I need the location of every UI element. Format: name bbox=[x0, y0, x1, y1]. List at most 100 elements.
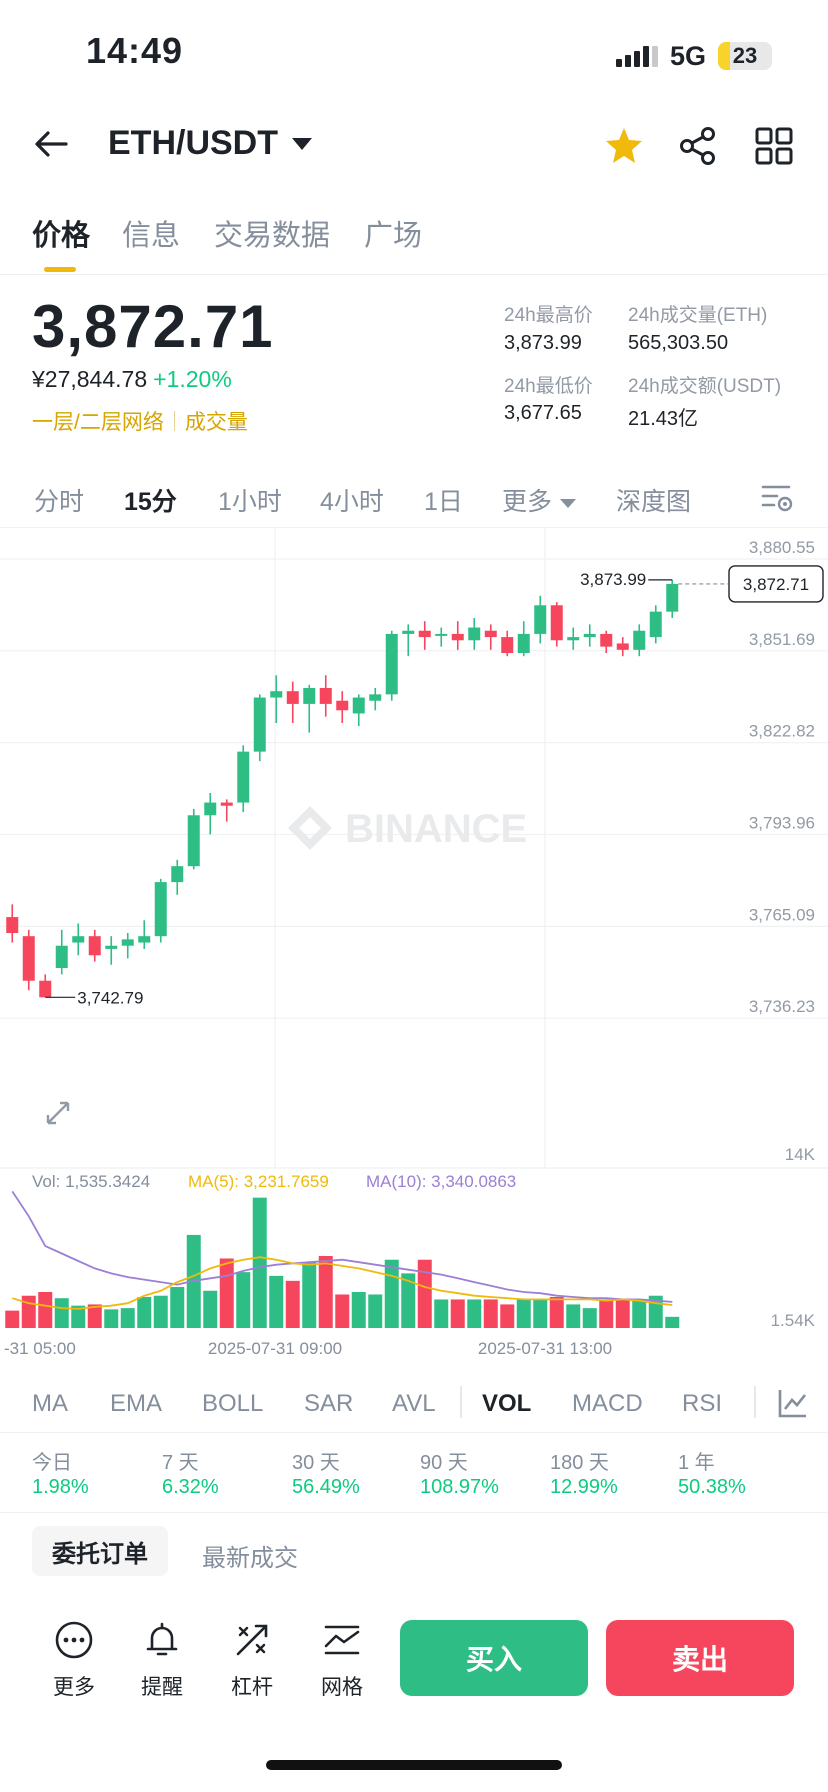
volume-bar bbox=[582, 1308, 597, 1328]
expand-icon[interactable] bbox=[34, 1089, 82, 1137]
volume-axis: 14K 1.54K bbox=[771, 1145, 816, 1330]
indicator-avl[interactable]: AVL bbox=[392, 1390, 436, 1417]
candle-body bbox=[583, 633, 596, 638]
volume-bar bbox=[434, 1299, 449, 1328]
tab-trading-data[interactable]: 交易数据 bbox=[214, 220, 331, 252]
pair-selector[interactable]: ETH/USDT bbox=[108, 124, 312, 163]
amount-value: 21.43亿 bbox=[628, 408, 699, 430]
kline-chart[interactable]: BINANCE 3,880.55 3,851.69 3,822.82 3,793.96… bbox=[0, 528, 828, 1368]
sell-button[interactable]: 卖出 bbox=[606, 1620, 794, 1696]
leverage-label: 杠杆 bbox=[231, 1676, 273, 1699]
candle-body bbox=[517, 633, 530, 653]
volume-bar bbox=[549, 1296, 564, 1328]
candle-body bbox=[468, 627, 481, 641]
volume-bar bbox=[467, 1299, 482, 1328]
candle-body bbox=[633, 630, 646, 650]
leverage-button[interactable]: 杠杆 bbox=[214, 1620, 290, 1701]
candle-body bbox=[105, 945, 118, 949]
tag-layer-network[interactable]: 一层/二层网络 bbox=[32, 411, 164, 434]
ma5-value-label: MA(5): 3,231.7659 bbox=[188, 1172, 329, 1191]
chart-settings-icon[interactable] bbox=[760, 480, 794, 514]
candle-body bbox=[121, 939, 134, 946]
fiat-price: ¥27,844.78 bbox=[32, 366, 148, 392]
interval-1d[interactable]: 1日 bbox=[424, 488, 463, 516]
candle-body bbox=[237, 751, 250, 803]
volume-bar bbox=[252, 1197, 267, 1328]
indicator-rsi[interactable]: RSI bbox=[682, 1390, 723, 1417]
indicator-vol[interactable]: VOL bbox=[482, 1390, 532, 1417]
high-value: 3,873.99 bbox=[504, 332, 582, 354]
indicator-ema[interactable]: EMA bbox=[110, 1390, 163, 1417]
low-label: 24h最低价 bbox=[504, 376, 593, 397]
buy-button[interactable]: 买入 bbox=[400, 1620, 588, 1696]
chart-grid bbox=[0, 528, 828, 1169]
last-price-box bbox=[728, 565, 824, 603]
volume-bar bbox=[170, 1287, 185, 1328]
candle-body bbox=[204, 802, 217, 816]
star-icon[interactable] bbox=[602, 124, 646, 168]
tag-volume[interactable]: 成交量 bbox=[184, 411, 248, 434]
volume-bar bbox=[401, 1273, 416, 1328]
candle-body bbox=[336, 700, 349, 711]
amount-label: 24h成交额(USDT) bbox=[628, 376, 782, 397]
interval-4h[interactable]: 4小时 bbox=[320, 488, 384, 516]
volume-bar bbox=[71, 1305, 86, 1328]
candle-body bbox=[319, 688, 332, 704]
volume-tick-label: 14K bbox=[785, 1145, 816, 1164]
binance-watermark: BINANCE bbox=[288, 806, 527, 851]
price-tick-label: 3,880.55 bbox=[749, 538, 815, 557]
interval-1h[interactable]: 1小时 bbox=[218, 488, 282, 516]
more-button[interactable]: 更多 bbox=[36, 1620, 112, 1701]
candle-body bbox=[501, 637, 514, 653]
high-label: 24h最高价 bbox=[504, 305, 593, 326]
tab-recent-trades[interactable]: 最新成交 bbox=[202, 1545, 298, 1572]
candle-body bbox=[220, 802, 233, 806]
grid-icon[interactable] bbox=[752, 124, 796, 168]
volume-bar bbox=[566, 1304, 581, 1328]
divider bbox=[754, 1386, 756, 1418]
alert-button[interactable]: 提醒 bbox=[124, 1620, 200, 1701]
candle-body bbox=[39, 980, 52, 998]
ma10-line bbox=[11, 1190, 673, 1303]
interval-15m[interactable]: 15分 bbox=[124, 488, 177, 516]
perf-label-180d: 180 天 bbox=[550, 1452, 609, 1474]
volume-bar bbox=[54, 1298, 69, 1328]
interval-time[interactable]: 分时 bbox=[34, 488, 85, 516]
last-price: 3,872.71 bbox=[32, 293, 274, 360]
leverage-icon bbox=[236, 1624, 268, 1656]
candle-body bbox=[484, 630, 497, 638]
volume-bar bbox=[483, 1299, 498, 1328]
alert-label: 提醒 bbox=[141, 1676, 183, 1699]
volume-bar bbox=[137, 1296, 152, 1328]
volume-bar bbox=[203, 1290, 218, 1328]
price-tick-label: 3,736.23 bbox=[749, 997, 815, 1016]
indicator-ma[interactable]: MA bbox=[32, 1390, 68, 1417]
volume-bar bbox=[104, 1309, 119, 1328]
volume-bar bbox=[533, 1299, 548, 1328]
tab-info[interactable]: 信息 bbox=[122, 220, 181, 252]
perf-value-1y: 50.38% bbox=[678, 1476, 746, 1498]
indicator-boll[interactable]: BOLL bbox=[202, 1390, 264, 1417]
volume-pane bbox=[5, 1190, 680, 1328]
tab-open-orders[interactable]: 委托订单 bbox=[32, 1526, 168, 1576]
candle-body bbox=[534, 605, 547, 634]
divider bbox=[460, 1386, 462, 1418]
volume-bar bbox=[500, 1304, 515, 1328]
indicator-macd[interactable]: MACD bbox=[572, 1390, 643, 1417]
perf-value-180d: 12.99% bbox=[550, 1476, 618, 1498]
time-tick-label: 2025-07-31 13:00 bbox=[478, 1339, 612, 1358]
grid-trade-button[interactable]: 网格 bbox=[304, 1620, 380, 1701]
signal-icon bbox=[615, 45, 658, 67]
share-icon[interactable] bbox=[676, 124, 720, 168]
interval-more[interactable]: 更多 bbox=[502, 482, 577, 518]
depth-chart-tab[interactable]: 深度图 bbox=[616, 488, 692, 516]
indicator-sar[interactable]: SAR bbox=[304, 1390, 354, 1417]
chevron-down-icon bbox=[560, 498, 577, 508]
time-tick-label: -31 05:00 bbox=[4, 1339, 76, 1358]
tab-price[interactable]: 价格 bbox=[32, 220, 91, 252]
indicator-settings-icon[interactable] bbox=[776, 1386, 810, 1420]
tab-square[interactable]: 广场 bbox=[364, 220, 423, 252]
back-arrow-icon[interactable] bbox=[32, 124, 72, 164]
volume-value: 565,303.50 bbox=[628, 332, 729, 354]
candle-body bbox=[550, 605, 563, 641]
